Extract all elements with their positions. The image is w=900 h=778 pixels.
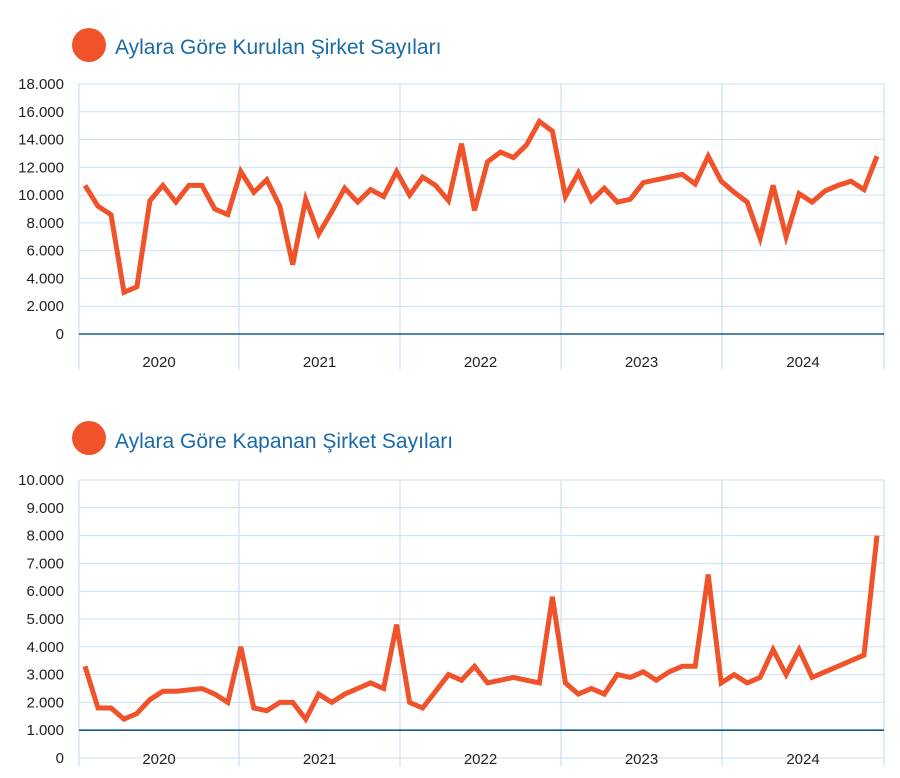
x-year-label: 2022 bbox=[464, 751, 497, 768]
y-tick-label: 5.000 bbox=[26, 611, 64, 628]
chart-title: Aylara Göre Kapanan Şirket Sayıları bbox=[115, 430, 453, 453]
y-tick-label: 1.000 bbox=[26, 722, 64, 739]
title-bullet-dot bbox=[72, 28, 106, 62]
series-line bbox=[82, 117, 880, 296]
y-axis-ticks: 0 2.000 4.000 6.000 8.000 10.000 12.000 14.000 1… bbox=[18, 76, 64, 343]
y-tick-label: 10.000 bbox=[18, 187, 64, 204]
chart-title: Aylara Göre Kurulan Şirket Sayıları bbox=[115, 36, 441, 59]
y-tick-label: 18.000 bbox=[18, 76, 64, 93]
y-axis-ticks: 0 1.000 2.000 3.000 4.000 5.000 6.000 7.000 8.00… bbox=[18, 472, 64, 767]
y-tick-label: 10.000 bbox=[18, 472, 64, 489]
chart-founded: Aylara Göre Kurulan Şirket Sayıları 0 2.0… bbox=[18, 28, 885, 371]
x-year-label: 2020 bbox=[142, 354, 175, 371]
y-tick-label: 4.000 bbox=[26, 270, 64, 287]
title-bullet-dot bbox=[72, 421, 106, 455]
y-tick-label: 6.000 bbox=[26, 243, 64, 260]
x-year-label: 2024 bbox=[786, 751, 819, 768]
x-year-label: 2021 bbox=[303, 354, 336, 371]
y-tick-label: 0 bbox=[56, 326, 64, 343]
x-year-label: 2023 bbox=[625, 751, 658, 768]
y-tick-label: 0 bbox=[56, 750, 64, 767]
y-tick-label: 12.000 bbox=[18, 159, 64, 176]
x-year-label: 2024 bbox=[786, 354, 819, 371]
x-axis-year-labels: 2020 2021 2022 2023 2024 bbox=[142, 354, 819, 371]
x-year-label: 2020 bbox=[142, 751, 175, 768]
grid-lines bbox=[78, 479, 885, 766]
x-year-label: 2021 bbox=[303, 751, 336, 768]
y-tick-label: 14.000 bbox=[18, 132, 64, 149]
x-year-label: 2023 bbox=[625, 354, 658, 371]
grid-lines bbox=[78, 83, 885, 369]
y-tick-label: 6.000 bbox=[26, 583, 64, 600]
y-tick-label: 7.000 bbox=[26, 555, 64, 572]
y-tick-label: 3.000 bbox=[26, 667, 64, 684]
x-year-label: 2022 bbox=[464, 354, 497, 371]
y-tick-label: 8.000 bbox=[26, 528, 64, 545]
series-line bbox=[82, 535, 880, 724]
y-tick-label: 2.000 bbox=[26, 694, 64, 711]
x-axis-year-labels: 2020 2021 2022 2023 2024 bbox=[142, 751, 819, 768]
y-tick-label: 9.000 bbox=[26, 500, 64, 517]
chart-closed: Aylara Göre Kapanan Şirket Sayıları 0 1.0… bbox=[18, 421, 885, 768]
y-tick-label: 8.000 bbox=[26, 215, 64, 232]
y-tick-label: 4.000 bbox=[26, 639, 64, 656]
y-tick-label: 2.000 bbox=[26, 298, 64, 315]
y-tick-label: 16.000 bbox=[18, 104, 64, 121]
